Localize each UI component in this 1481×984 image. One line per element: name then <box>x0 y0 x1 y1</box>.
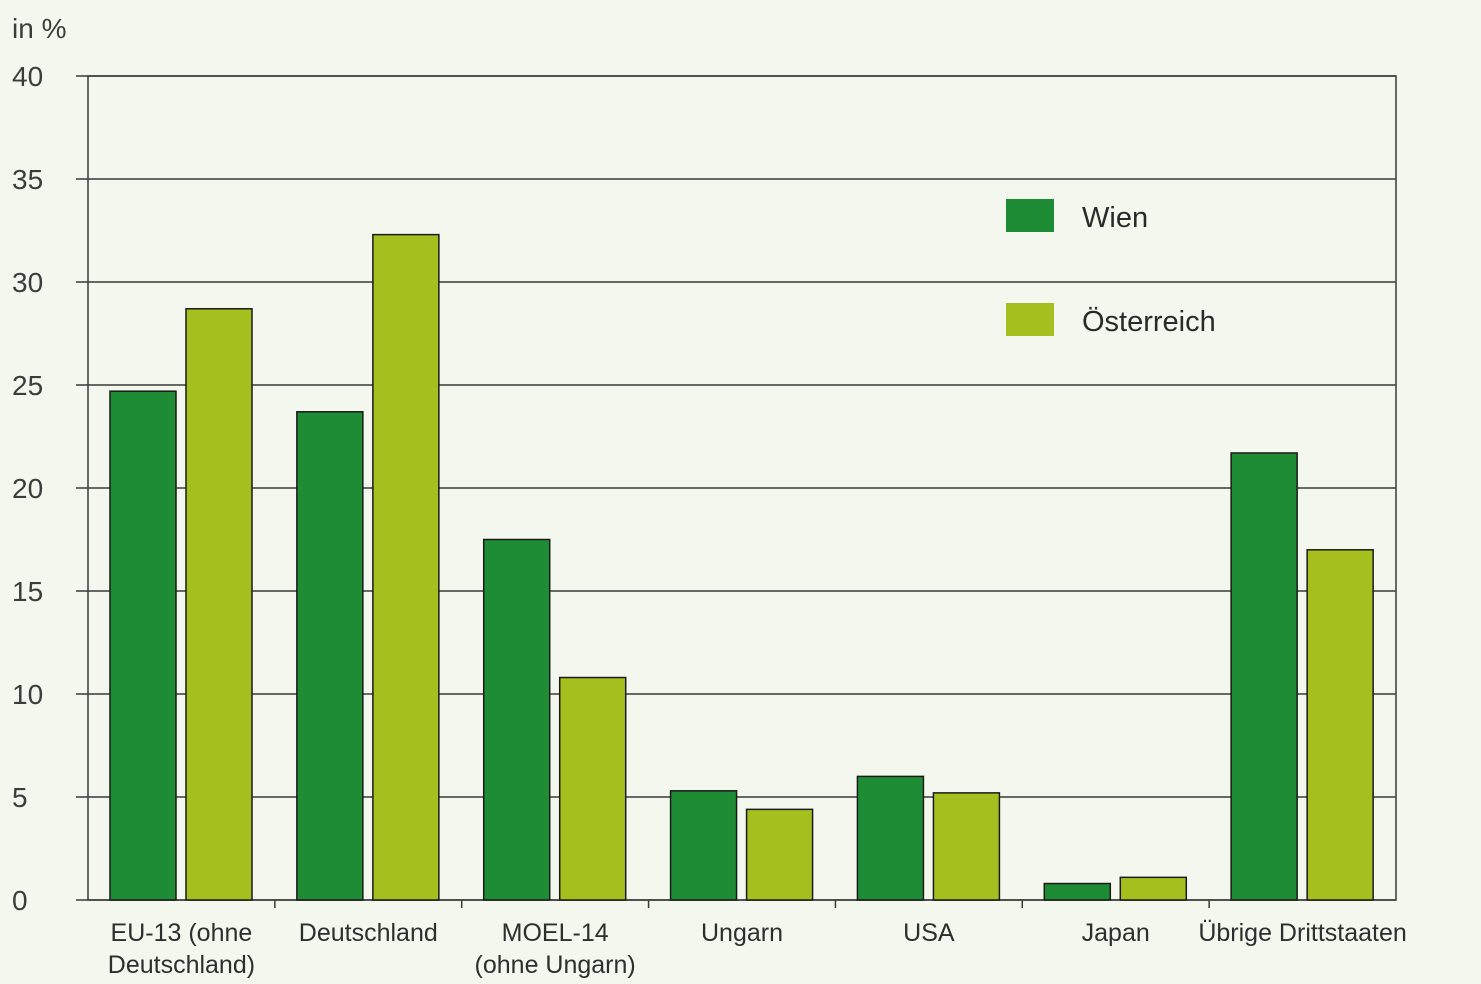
bar-oesterreich <box>558 676 627 901</box>
x-category-label: EU-13 (ohne <box>111 919 253 947</box>
x-category-label: Ungarn <box>701 919 783 947</box>
bar-wien <box>296 411 364 901</box>
y-tick-label: 15 <box>12 576 43 607</box>
legend-label: Österreich <box>1082 306 1216 338</box>
bar-oesterreich <box>1306 549 1374 901</box>
x-category-label: Japan <box>1082 919 1150 947</box>
x-category-label: Übrige Drittstaaten <box>1198 919 1406 947</box>
x-category-label: MOEL-14 <box>502 919 609 947</box>
y-axis-ticks: 0 5 10 15 20 25 30 35 40 <box>12 61 43 916</box>
y-tick-label: 35 <box>12 164 43 195</box>
bar-wien <box>669 790 738 901</box>
y-tick-label: 5 <box>12 782 28 813</box>
y-tick-label: 10 <box>12 679 43 710</box>
y-tick-label: 40 <box>12 61 43 92</box>
y-tick-label: 0 <box>12 885 28 916</box>
legend-swatch <box>1006 303 1054 336</box>
x-category-label: Deutschland) <box>108 951 255 979</box>
legend-swatch <box>1006 199 1054 232</box>
x-category-label: USA <box>903 919 955 947</box>
bar-oesterreich <box>372 233 440 901</box>
x-category-label: (ohne Ungarn) <box>475 951 636 979</box>
y-axis-label: in % <box>12 13 66 44</box>
bar-wien <box>482 538 551 901</box>
bar-wien <box>1230 452 1298 901</box>
bar-wien <box>1043 882 1112 901</box>
legend: Wien Österreich <box>1006 199 1216 338</box>
bar-oesterreich <box>932 792 1001 901</box>
x-category-label: Deutschland <box>299 919 438 947</box>
bar-oesterreich <box>1119 876 1188 901</box>
bar-wien <box>109 390 177 901</box>
x-axis-labels: EU-13 (ohne Deutschland) Deutschland MOEL-1… <box>108 919 1407 979</box>
y-tick-label: 30 <box>12 267 43 298</box>
bar-oesterreich <box>745 808 814 901</box>
legend-label: Wien <box>1082 202 1148 234</box>
grid-lines <box>76 75 1397 908</box>
y-tick-label: 25 <box>12 370 43 401</box>
bar-wien <box>856 775 925 901</box>
bar-oesterreich <box>185 308 253 901</box>
bars <box>109 233 1374 901</box>
y-tick-label: 20 <box>12 473 43 504</box>
